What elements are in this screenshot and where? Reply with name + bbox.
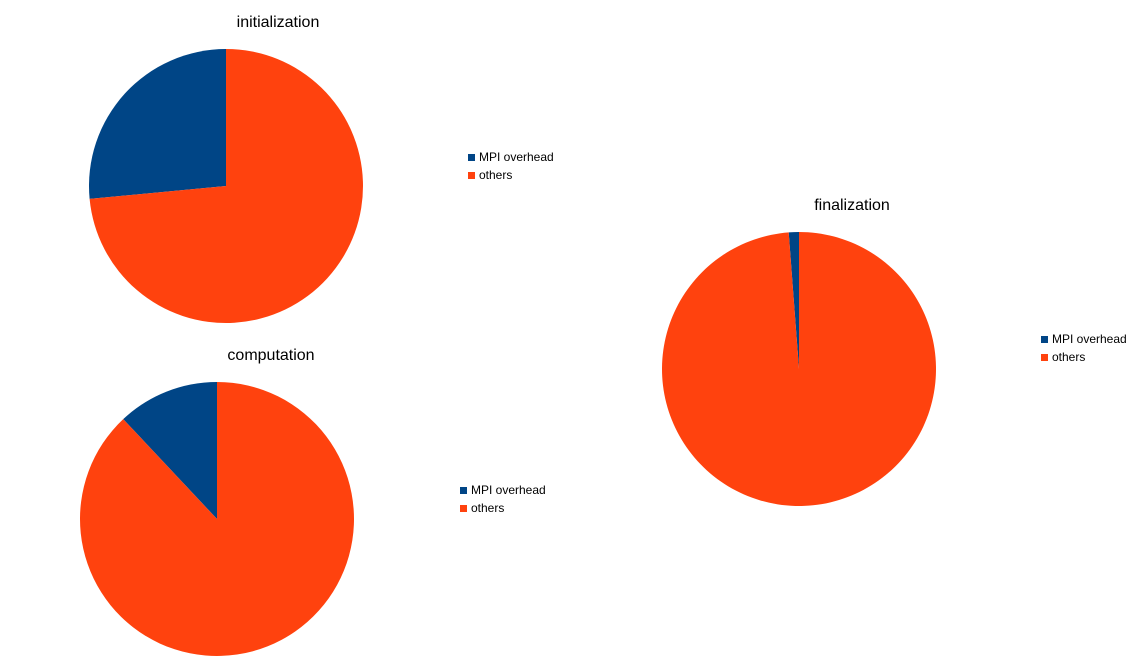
- legend-item: others: [460, 499, 546, 517]
- pie-slice-mpi-overhead: [89, 49, 226, 199]
- pie-slice-others: [89, 49, 364, 324]
- legend: MPI overhead others: [460, 481, 546, 517]
- chart-title: finalization: [814, 197, 890, 214]
- legend-item: MPI overhead: [460, 481, 546, 499]
- legend-label: others: [1052, 350, 1086, 364]
- legend-item: MPI overhead: [1041, 330, 1127, 348]
- chart-title: computation: [227, 347, 315, 364]
- legend: MPI overhead others: [468, 148, 554, 184]
- legend-label: MPI overhead: [471, 483, 546, 497]
- legend-label: others: [479, 168, 513, 182]
- legend-swatch-others: [1041, 353, 1048, 361]
- pie-slice-mpi-overhead: [788, 232, 799, 369]
- chart-title: initialization: [236, 14, 320, 31]
- pie-slice-others: [662, 232, 937, 506]
- legend-swatch-mpi-overhead: [468, 153, 475, 161]
- legend-label: MPI overhead: [1052, 332, 1127, 346]
- legend-swatch-others: [468, 171, 475, 179]
- pie-slice-mpi-overhead: [123, 382, 217, 519]
- legend-label: MPI overhead: [479, 150, 554, 164]
- legend-item: MPI overhead: [468, 148, 554, 166]
- legend-item: others: [1041, 348, 1127, 366]
- legend: MPI overhead others: [1041, 330, 1127, 366]
- legend-swatch-others: [460, 504, 467, 512]
- legend-label: others: [471, 501, 505, 515]
- legend-swatch-mpi-overhead: [1041, 335, 1048, 343]
- legend-swatch-mpi-overhead: [460, 486, 467, 494]
- pie-slice-others: [79, 382, 354, 656]
- legend-item: others: [468, 166, 554, 184]
